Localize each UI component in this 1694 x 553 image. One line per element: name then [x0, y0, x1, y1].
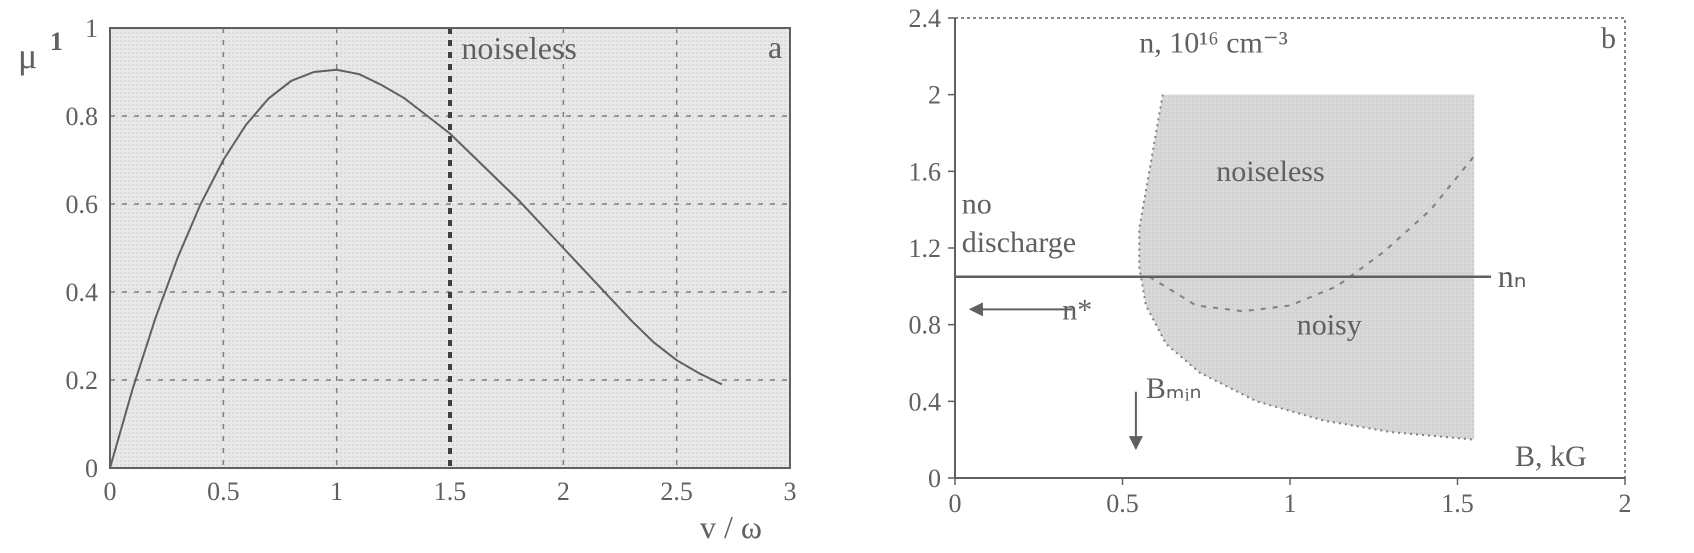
svg-text:0: 0: [928, 464, 941, 493]
panel-a-svg: 00.511.522.5300.20.40.60.81μ1v / ωnoisel…: [0, 0, 830, 553]
b-noisy-text: noisy: [1297, 308, 1362, 341]
svg-text:1.6: 1.6: [909, 157, 942, 186]
a-panel-tag: a: [768, 29, 782, 65]
svg-text:2.5: 2.5: [660, 477, 693, 506]
b-panel-tag: b: [1601, 22, 1616, 55]
svg-text:1.5: 1.5: [1441, 489, 1474, 518]
svg-text:0.6: 0.6: [66, 190, 99, 219]
b-discharge-text: discharge: [962, 226, 1076, 259]
svg-text:2: 2: [1619, 489, 1632, 518]
svg-text:2: 2: [928, 81, 941, 110]
svg-text:0: 0: [104, 477, 117, 506]
svg-text:0.5: 0.5: [1106, 489, 1139, 518]
panel-b: 0 0.5 1 1.5 2 0 0.4 0.8 1.2 1.6 2 2.4 n, 10¹⁶ cm⁻³ b B…: [860, 0, 1694, 553]
svg-text:1: 1: [330, 477, 343, 506]
svg-text:2.4: 2.4: [909, 4, 942, 33]
svg-text:1: 1: [85, 14, 98, 43]
figure: 00.511.522.5300.20.40.60.81μ1v / ωnoisel…: [0, 0, 1694, 553]
a-noiseless-text: noiseless: [461, 30, 577, 66]
svg-text:0.4: 0.4: [66, 278, 99, 307]
b-no-text: no: [962, 188, 992, 221]
svg-text:3: 3: [784, 477, 797, 506]
svg-text:0.4: 0.4: [909, 387, 942, 416]
panel-b-svg: 0 0.5 1 1.5 2 0 0.4 0.8 1.2 1.6 2 2.4 n, 10¹⁶ cm⁻³ b B…: [860, 0, 1694, 553]
a-xaxis-label: v / ω: [700, 509, 762, 545]
b-nn-text: nₙ: [1498, 258, 1527, 294]
svg-text:2: 2: [557, 477, 570, 506]
panel-a: 00.511.522.5300.20.40.60.81μ1v / ωnoisel…: [0, 0, 830, 553]
mu-label: μ: [18, 36, 37, 76]
svg-text:1.2: 1.2: [909, 234, 942, 263]
b-title-text: n, 10¹⁶ cm⁻³: [1139, 27, 1287, 60]
b-noiseless-text: noiseless: [1216, 155, 1324, 188]
svg-text:1.5: 1.5: [434, 477, 467, 506]
svg-text:0: 0: [949, 489, 962, 518]
svg-text:0.5: 0.5: [207, 477, 240, 506]
svg-text:0.2: 0.2: [66, 366, 99, 395]
svg-text:1: 1: [50, 27, 63, 56]
svg-text:1: 1: [1284, 489, 1297, 518]
svg-text:0.8: 0.8: [66, 102, 99, 131]
b-nstar-text: n*: [1062, 293, 1092, 326]
svg-text:0.8: 0.8: [909, 311, 942, 340]
b-bmin-text: Bₘᵢₙ: [1146, 372, 1202, 405]
svg-text:0: 0: [85, 454, 98, 483]
b-xaxis-label: B, kG: [1515, 440, 1587, 473]
